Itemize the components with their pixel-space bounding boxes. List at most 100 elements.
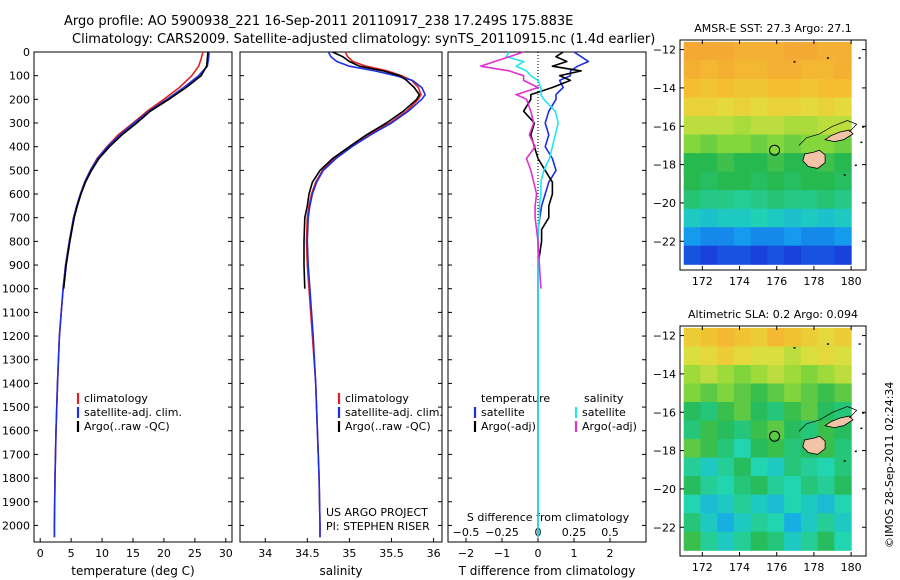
legend-entry: Argo(..raw -QC) (345, 420, 431, 433)
x-axis-label: temperature (deg C) (71, 564, 194, 578)
x-tick-label: 172 (692, 561, 713, 574)
map-cell (750, 79, 768, 99)
map-cell (784, 227, 802, 247)
x-tick-label: −2 (458, 547, 474, 560)
map-cell (700, 494, 718, 514)
map-cell (750, 327, 768, 347)
map-cell (733, 513, 752, 533)
y-tick-label: 800 (9, 235, 30, 248)
map-cell (750, 383, 768, 403)
series-line-sal_satellite (505, 51, 560, 538)
map-cell (767, 227, 785, 247)
map-cell (683, 153, 701, 173)
map-cell (717, 60, 735, 80)
map-cell (784, 365, 802, 385)
map-cell (817, 171, 835, 191)
map-cell (834, 245, 852, 265)
y-tick-label: 1600 (2, 425, 30, 438)
map-cell (700, 476, 718, 496)
map-cell (700, 227, 718, 247)
s-tick-label: −0.5 (453, 526, 480, 539)
y-tick-label: 500 (9, 164, 30, 177)
map-cell (767, 420, 785, 440)
y-tick-label: −20 (653, 197, 676, 210)
map-cell (834, 208, 852, 228)
map-cell (717, 245, 735, 265)
map-cell (784, 60, 802, 80)
map-cell (683, 327, 701, 347)
map-cell (767, 245, 785, 265)
x-tick-label: 34 (258, 547, 272, 560)
map-cell (683, 208, 701, 228)
islet (862, 126, 865, 128)
map-cell (683, 134, 701, 154)
x-tick-label: 172 (692, 275, 713, 288)
map-cell (750, 494, 768, 514)
map-cell (784, 327, 802, 347)
islet (826, 343, 829, 345)
y-tick-label: 1000 (2, 283, 30, 296)
map-cell (767, 439, 785, 459)
map-cell (784, 116, 802, 136)
legend-entry: satellite-adj. clim. (345, 406, 443, 419)
map-cell (784, 439, 802, 459)
x-tick-label: 36 (427, 547, 441, 560)
argo-position-marker (769, 144, 781, 156)
map-cell (800, 97, 819, 117)
map-cell (834, 41, 852, 61)
legend-title-salinity: salinity (584, 392, 624, 405)
map-cell (717, 208, 735, 228)
map-cell (683, 171, 701, 191)
map-cell (800, 327, 819, 347)
sst-map-panel: AMSR-E SST: 27.3 Argo: 27.1 172 174 176 178 1… (653, 22, 867, 288)
map-cell (700, 439, 718, 459)
y-tick-label: −16 (653, 406, 676, 419)
map-cell (800, 134, 819, 154)
y-tick-label: 1200 (2, 330, 30, 343)
x-tick-label: 25 (188, 547, 202, 560)
map-cell (717, 171, 735, 191)
difference-profile-frame (447, 51, 647, 543)
map-cell (683, 383, 701, 403)
map-cell (834, 383, 852, 403)
map-cell (817, 116, 835, 136)
map-cell (717, 365, 735, 385)
x-tick-label: 174 (729, 275, 750, 288)
map-cell (817, 97, 835, 117)
map-cell (700, 402, 718, 422)
map-cell (717, 494, 735, 514)
map-cell (767, 383, 785, 403)
x-tick-label: 180 (841, 275, 862, 288)
legend-entry: satellite (481, 406, 525, 419)
reef-outline (798, 406, 858, 432)
map-cell (750, 41, 768, 61)
map-cell (717, 457, 735, 477)
map-cell (750, 476, 768, 496)
map-cell (784, 97, 802, 117)
islet (843, 460, 846, 462)
map-cell (817, 41, 835, 61)
map-cell (717, 383, 735, 403)
legend-entry: satellite (582, 406, 626, 419)
map-cell (733, 531, 752, 551)
map-cell (834, 60, 852, 80)
map-cell (750, 171, 768, 191)
map-cell (717, 513, 735, 533)
map-cell (784, 208, 802, 228)
map-cell (733, 420, 752, 440)
s-tick-label: 0.5 (601, 526, 619, 539)
map-cell (750, 531, 768, 551)
map-cell (834, 494, 852, 514)
islet (860, 141, 863, 144)
map-cell (750, 134, 768, 154)
islet (860, 427, 863, 430)
map-cell (733, 190, 752, 210)
map-cell (767, 190, 785, 210)
series-line-argo (62, 51, 209, 289)
legend-entry: Argo(-adj) (582, 420, 637, 433)
map-cell (733, 134, 752, 154)
islet (793, 347, 796, 349)
map-cell (683, 60, 701, 80)
map-cell (700, 457, 718, 477)
